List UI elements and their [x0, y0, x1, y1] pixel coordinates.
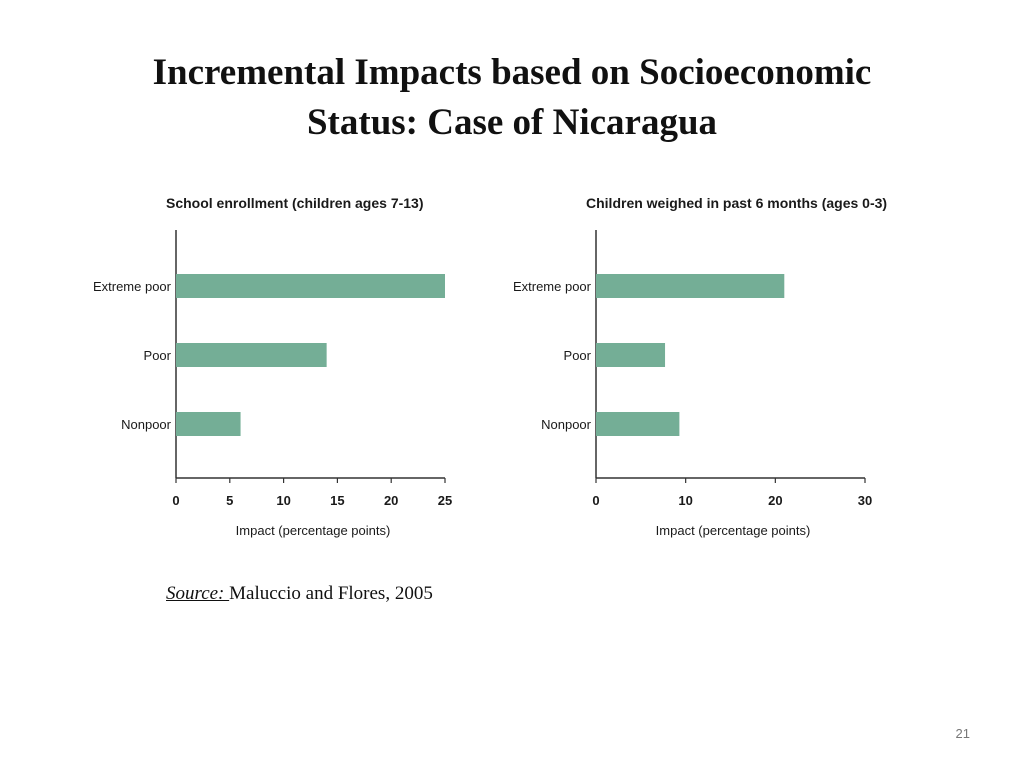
x-tick-label: 0 — [172, 493, 179, 508]
category-label: Nonpoor — [541, 417, 592, 432]
title-line-1: Incremental Impacts based on Socioeconom… — [152, 52, 872, 93]
x-axis-label: Impact (percentage points) — [656, 523, 811, 538]
bar-poor — [176, 343, 327, 367]
children-weighed-chart: Children weighed in past 6 months (ages … — [513, 195, 887, 538]
source-label: Source: — [166, 583, 230, 604]
x-tick-label: 10 — [276, 493, 290, 508]
source-text: Maluccio and Flores, 2005 — [229, 583, 433, 604]
category-label: Extreme poor — [93, 279, 172, 294]
x-tick-label: 30 — [858, 493, 872, 508]
title-line-2: Status: Case of Nicaragua — [306, 102, 718, 143]
x-tick-label: 25 — [438, 493, 452, 508]
page-number: 21 — [955, 726, 970, 741]
x-tick-label: 20 — [384, 493, 398, 508]
bar-poor — [596, 343, 666, 367]
category-label: Poor — [564, 348, 592, 363]
category-label: Poor — [144, 348, 172, 363]
chart-title: School enrollment (children ages 7-13) — [166, 195, 424, 211]
category-label: Nonpoor — [121, 417, 172, 432]
chart-title: Children weighed in past 6 months (ages … — [586, 195, 887, 211]
bar-extreme-poor — [176, 274, 445, 298]
source-citation: Source: Maluccio and Flores, 2005 — [166, 583, 433, 605]
x-tick-label: 10 — [678, 493, 692, 508]
x-tick-label: 0 — [592, 493, 599, 508]
x-axis-label: Impact (percentage points) — [236, 523, 391, 538]
category-label: Extreme poor — [513, 279, 592, 294]
x-tick-label: 5 — [226, 493, 233, 508]
school-enrollment-chart: School enrollment (children ages 7-13) Ex… — [93, 195, 452, 538]
x-tick-label: 20 — [768, 493, 782, 508]
bar-nonpoor — [596, 412, 680, 436]
bar-extreme-poor — [596, 274, 785, 298]
slide-title: Incremental Impacts based on Socioeconom… — [0, 48, 1024, 148]
x-tick-label: 15 — [330, 493, 344, 508]
bar-nonpoor — [176, 412, 241, 436]
